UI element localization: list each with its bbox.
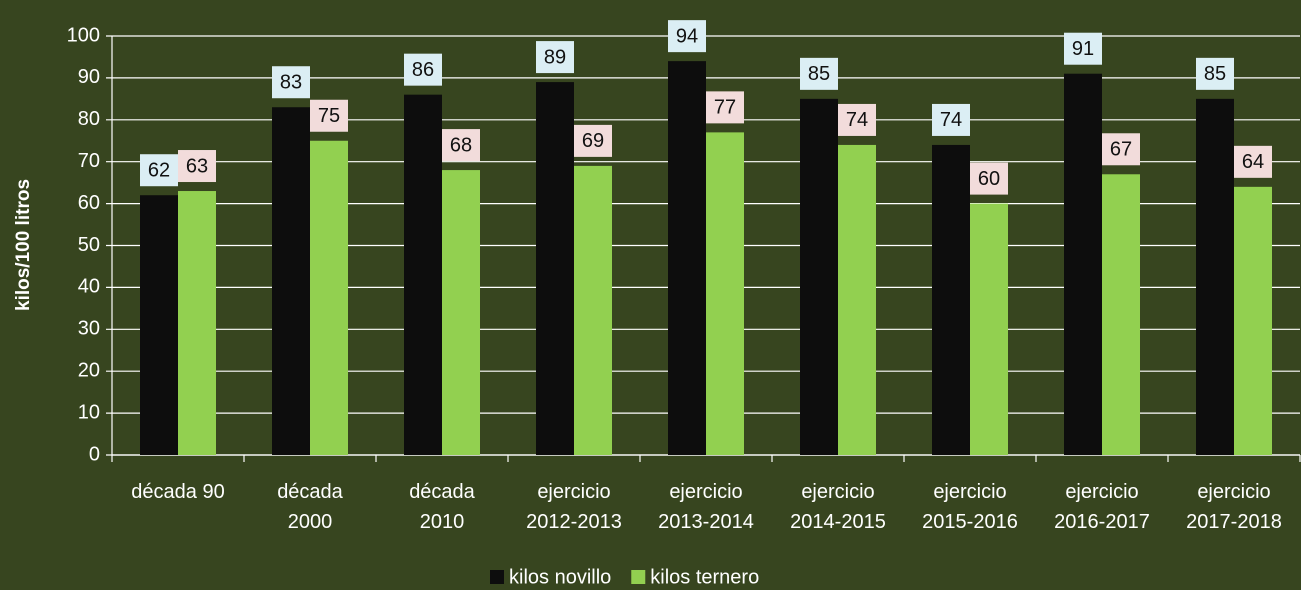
data-label: 94 bbox=[676, 25, 698, 47]
legend-swatch bbox=[631, 570, 646, 584]
y-tick-label: 90 bbox=[78, 66, 100, 88]
data-label-box bbox=[310, 99, 348, 132]
y-tick-label: 80 bbox=[78, 108, 100, 130]
data-label-box bbox=[970, 162, 1008, 195]
x-tick-label: década 2000 bbox=[277, 481, 343, 533]
y-tick-label: 30 bbox=[78, 318, 100, 340]
data-label-box bbox=[574, 124, 612, 157]
x-tick-label: ejercicio 2013-2014 bbox=[658, 481, 754, 533]
bar bbox=[310, 140, 348, 455]
y-tick-label: 0 bbox=[89, 443, 100, 465]
bar bbox=[1102, 174, 1140, 455]
y-tick-label: 10 bbox=[78, 401, 100, 423]
bar bbox=[1064, 73, 1102, 456]
data-label: 68 bbox=[450, 134, 472, 156]
data-label: 63 bbox=[186, 155, 208, 177]
data-label-box bbox=[272, 66, 310, 99]
bar bbox=[178, 191, 216, 455]
data-label: 86 bbox=[412, 59, 434, 81]
data-label: 85 bbox=[1204, 63, 1226, 85]
data-label: 75 bbox=[318, 105, 340, 127]
data-label-box bbox=[1102, 133, 1140, 166]
bar bbox=[536, 82, 574, 455]
bar bbox=[442, 170, 480, 455]
x-tick-label: ejercicio 2014-2015 bbox=[790, 481, 886, 533]
data-label: 89 bbox=[544, 46, 566, 68]
x-tick-label: ejercicio 2017-2018 bbox=[1186, 481, 1282, 533]
data-label: 74 bbox=[940, 109, 962, 131]
x-tick-label: ejercicio 2015-2016 bbox=[922, 481, 1018, 533]
data-label: 83 bbox=[280, 72, 302, 94]
bar bbox=[574, 165, 612, 455]
data-label: 62 bbox=[148, 160, 170, 182]
data-label-box bbox=[178, 150, 216, 183]
y-axis-title: kilos/100 litros bbox=[13, 179, 34, 311]
legend-label: kilos novillo bbox=[509, 566, 611, 588]
data-label-box bbox=[932, 103, 970, 136]
bar bbox=[404, 94, 442, 455]
bar bbox=[706, 132, 744, 455]
data-label: 91 bbox=[1072, 38, 1094, 60]
bar bbox=[1234, 186, 1272, 455]
data-label-box bbox=[1234, 145, 1272, 178]
data-label: 74 bbox=[846, 109, 868, 131]
data-label-box bbox=[800, 57, 838, 90]
bar bbox=[668, 61, 706, 455]
data-label-box bbox=[404, 53, 442, 86]
data-label-box bbox=[1196, 57, 1234, 90]
y-tick-label: 60 bbox=[78, 192, 100, 214]
x-tick-label: década 90 bbox=[131, 481, 224, 503]
legend-label: kilos ternero bbox=[650, 566, 759, 588]
data-label: 67 bbox=[1110, 139, 1132, 161]
legend-swatch bbox=[490, 570, 504, 584]
y-tick-label: 100 bbox=[67, 24, 100, 46]
bar bbox=[932, 144, 970, 455]
data-label-box bbox=[838, 103, 876, 136]
x-tick-label: ejercicio 2012-2013 bbox=[526, 481, 622, 533]
bar bbox=[272, 107, 310, 455]
data-label: 60 bbox=[978, 168, 1000, 190]
y-tick-label: 40 bbox=[78, 276, 100, 298]
data-label-box bbox=[536, 41, 574, 74]
bar bbox=[800, 98, 838, 455]
y-tick-label: 50 bbox=[78, 234, 100, 256]
bar bbox=[970, 203, 1008, 455]
y-tick-label: 70 bbox=[78, 150, 100, 172]
data-label: 64 bbox=[1242, 151, 1264, 173]
bar bbox=[140, 195, 178, 455]
bar bbox=[838, 144, 876, 455]
x-tick-label: ejercicio 2016-2017 bbox=[1054, 481, 1150, 533]
y-tick-label: 20 bbox=[78, 359, 100, 381]
data-label-box bbox=[140, 154, 178, 187]
data-label: 85 bbox=[808, 63, 830, 85]
data-label-box bbox=[706, 91, 744, 124]
data-label-box bbox=[1064, 32, 1102, 65]
bar bbox=[1196, 98, 1234, 455]
data-label-box bbox=[668, 20, 706, 53]
data-label: 69 bbox=[582, 130, 604, 152]
data-label-box bbox=[442, 129, 480, 162]
x-tick-label: década 2010 bbox=[409, 481, 475, 533]
data-label: 77 bbox=[714, 97, 736, 119]
